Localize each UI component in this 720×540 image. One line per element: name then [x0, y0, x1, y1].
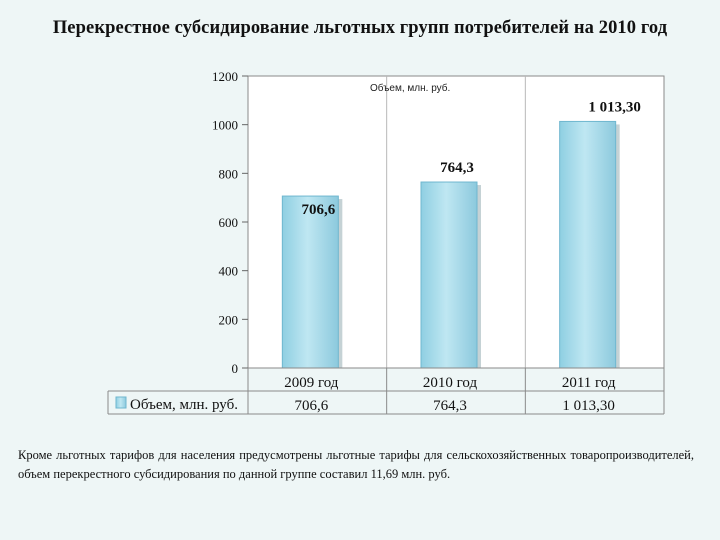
x-category-label: 2011 год: [562, 375, 616, 391]
bar: [420, 181, 478, 369]
chart-series-title: Объем, млн. руб.: [370, 82, 450, 94]
y-tick-label: 1200: [212, 69, 238, 84]
y-tick-label: 400: [219, 264, 239, 279]
bar-chart: 0 200 400 600 800 1000 1200 706,6 764,3 1 013,30…: [107, 69, 665, 415]
y-axis-ticks: 0 200 400 600 800 1000 1200: [212, 69, 248, 376]
table-value: 706,6: [294, 398, 328, 414]
x-category-label: 2010 год: [423, 375, 478, 391]
data-table: 2009 год 706,6 2010 год 764,3 2011 год 1 013,…: [107, 367, 665, 415]
footnote-text: Кроме льготных тарифов для населения пре…: [18, 448, 694, 481]
page-title: Перекрестное субсидирование льготных гру…: [52, 18, 668, 38]
table-value: 1 013,30: [562, 398, 615, 414]
y-tick-label: 1000: [212, 118, 238, 133]
y-tick-label: 0: [232, 361, 239, 376]
legend-label: Объем, млн. руб.: [130, 397, 238, 413]
bars: 706,6 764,3 1 013,30: [281, 99, 641, 369]
legend-swatch: [115, 396, 127, 409]
y-tick-label: 600: [219, 215, 239, 230]
gridlines: [386, 76, 526, 368]
bar: [281, 195, 339, 369]
bar-data-label: 706,6: [301, 202, 335, 218]
bar-data-label: 1 013,30: [588, 99, 641, 115]
y-tick-label: 200: [219, 312, 239, 327]
table-value: 764,3: [433, 398, 467, 414]
x-category-label: 2009 год: [284, 375, 339, 391]
bar-data-label: 764,3: [440, 160, 474, 176]
y-tick-label: 800: [219, 166, 239, 181]
bar: [559, 120, 617, 369]
